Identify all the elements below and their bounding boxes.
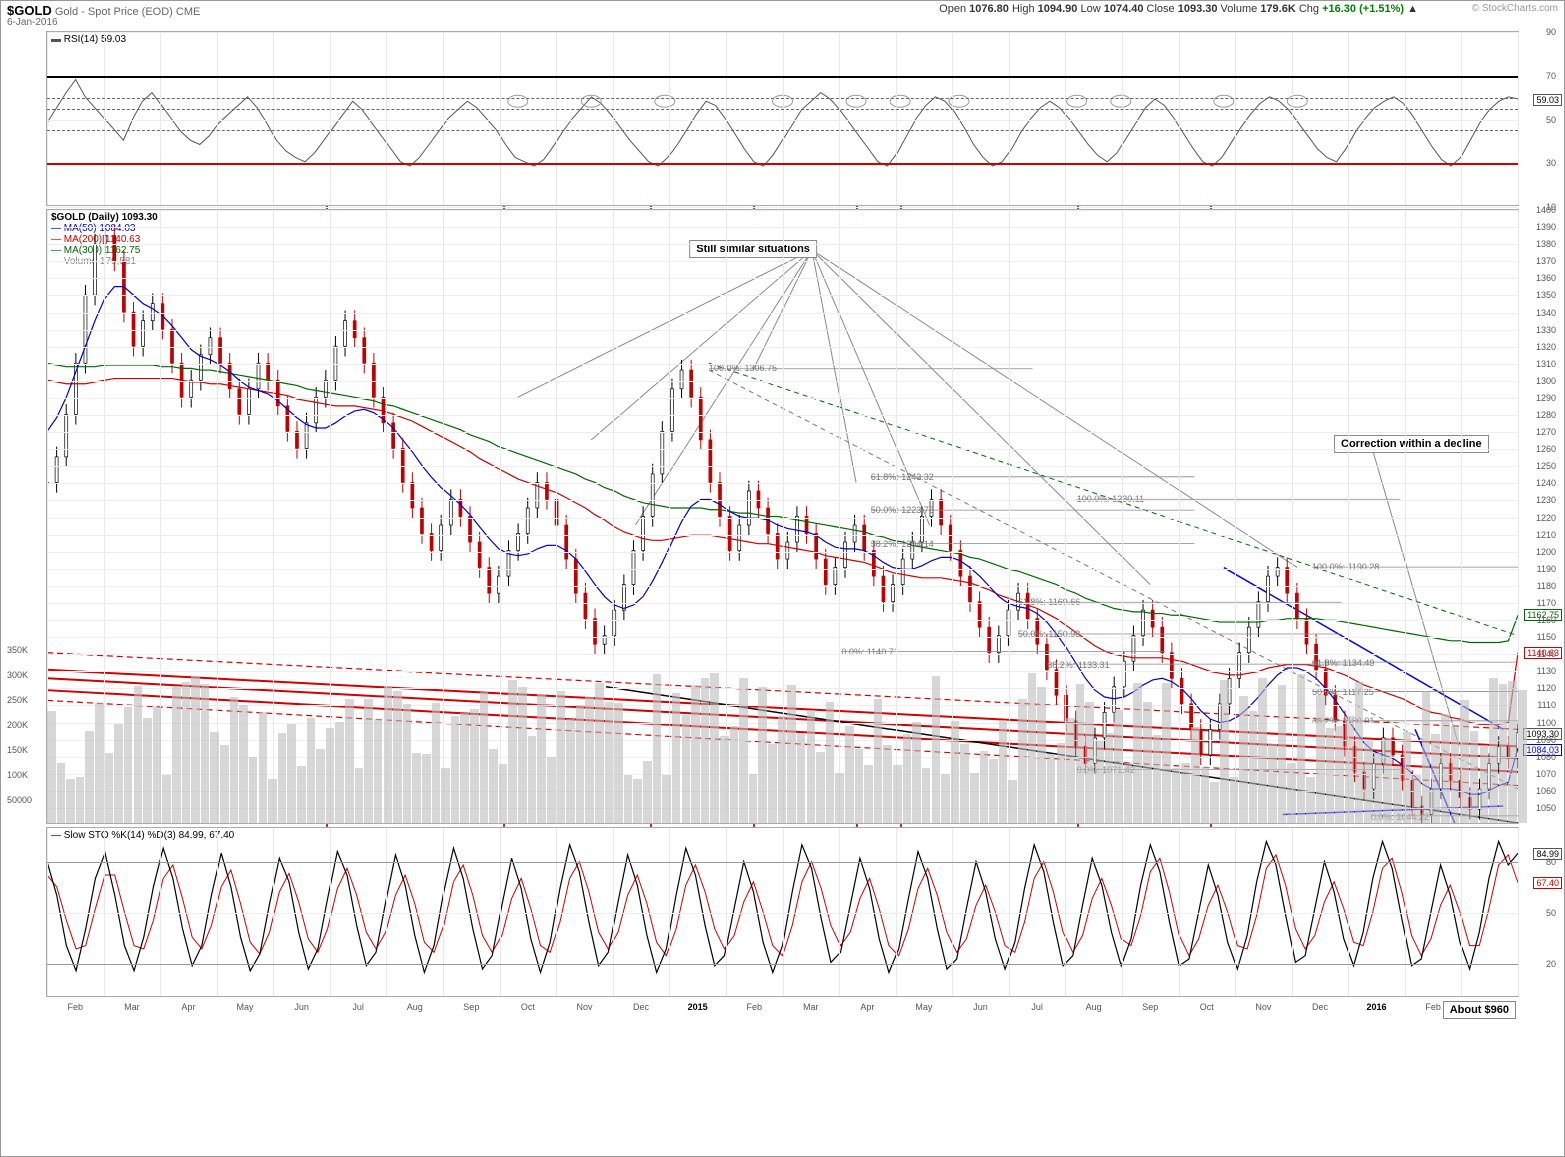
chart-header: $GOLD Gold - Spot Price (EOD) CME 6-Jan-… <box>7 3 1558 18</box>
sto-title: — Slow STO %K(14) %D(3) 84.99, 67.40 <box>51 830 234 841</box>
symbol-description: Gold - Spot Price (EOD) CME <box>55 6 200 18</box>
annotation-correction: Correction within a decline <box>1334 435 1489 453</box>
stockcharts-credit: © StockCharts.com <box>1472 3 1558 14</box>
volume-value: 179.6K <box>1260 3 1295 15</box>
annotation-about-960: About $960 <box>1443 1001 1516 1019</box>
sto-d-value-box: 67.40 <box>1533 877 1562 889</box>
high-value: 1094.90 <box>1038 3 1078 15</box>
change-value: +16.30 (+1.51%) <box>1322 3 1404 15</box>
rsi-panel: ▬ RSI(14) 59.03 59.03 1030507090 <box>46 31 1519 206</box>
sto-title-text: Slow STO %K(14) %D(3) 84.99, 67.40 <box>64 830 234 841</box>
annotation-similar: Still similar situations <box>689 240 817 258</box>
ohlc-readout: Open 1076.80 High 1094.90 Low 1074.40 Cl… <box>939 3 1418 15</box>
low-value: 1074.40 <box>1104 3 1144 15</box>
stockchart-container: $GOLD Gold - Spot Price (EOD) CME 6-Jan-… <box>0 0 1565 1157</box>
rsi-title-text: RSI(14) 59.03 <box>64 34 126 45</box>
rsi-value-box: 59.03 <box>1533 94 1562 106</box>
chart-date: 6-Jan-2016 <box>7 17 58 28</box>
rsi-title: ▬ RSI(14) 59.03 <box>51 34 126 45</box>
stochastic-panel: — Slow STO %K(14) %D(3) 84.99, 67.40 84.… <box>46 827 1519 997</box>
price-panel: $GOLD (Daily) 1093.30 — MA(50) 1084.03— … <box>46 209 1519 824</box>
symbol: $GOLD <box>7 3 52 18</box>
close-value: 1093.30 <box>1178 3 1218 15</box>
open-value: 1076.80 <box>969 3 1009 15</box>
